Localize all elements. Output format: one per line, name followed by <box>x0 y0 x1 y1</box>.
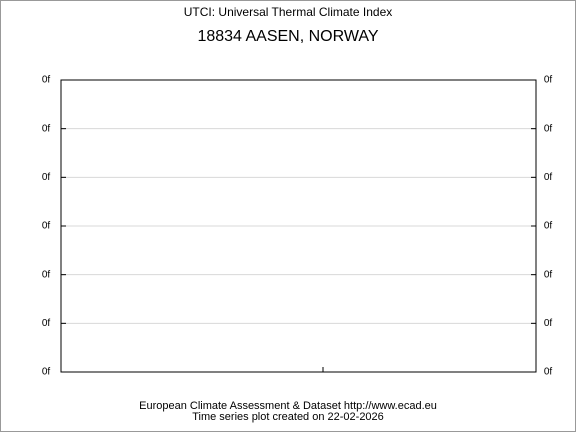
y-tick-label: 0f <box>42 75 51 86</box>
chart-title: UTCI: Universal Thermal Climate Index <box>184 5 393 19</box>
y2-tick-label: 0f <box>544 221 553 232</box>
y2-tick-label: 0f <box>544 123 553 134</box>
y2-tick-label: 0f <box>544 318 553 329</box>
y-tick-label: 0f <box>42 221 51 232</box>
y2-tick-label: 0f <box>544 367 553 378</box>
y-tick-label: 0f <box>42 123 51 134</box>
y-tick-label: 0f <box>42 172 51 183</box>
chart-subtitle: 18834 AASEN, NORWAY <box>197 28 378 45</box>
footer: European Climate Assessment & Dataset ht… <box>139 400 437 412</box>
y2-tick-label: 0f <box>544 75 553 86</box>
y2-tick-label: 0f <box>544 172 553 183</box>
y-tick-label: 0f <box>42 269 51 280</box>
footer: Time series plot created on 22-02-2026 <box>192 411 384 423</box>
y-tick-label: 0f <box>42 318 51 329</box>
y-tick-label: 0f <box>42 367 51 378</box>
y2-tick-label: 0f <box>544 269 553 280</box>
